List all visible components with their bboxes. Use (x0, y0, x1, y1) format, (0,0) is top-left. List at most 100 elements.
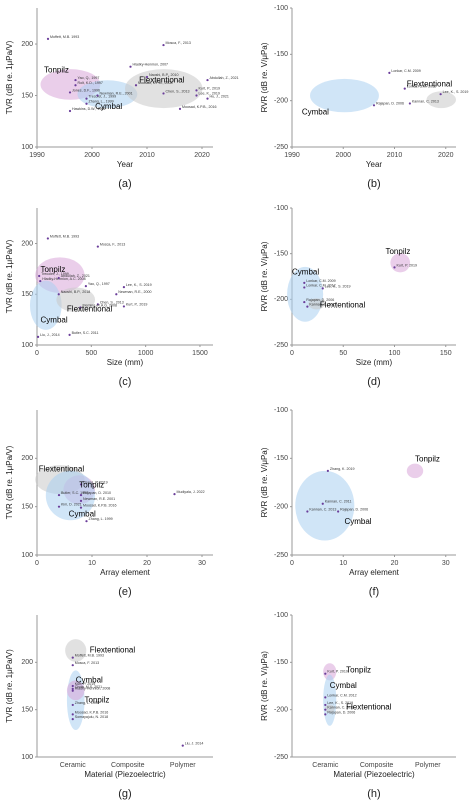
y-axis-label: RVR (dB re. V/μPa) (260, 241, 269, 311)
x-tick-label: 2010 (139, 152, 155, 159)
cluster-region (77, 80, 138, 109)
data-point (324, 713, 327, 716)
x-tick-label: 2000 (84, 152, 100, 159)
point-label: Chen, S., 2013 (100, 300, 124, 304)
data-point (403, 87, 406, 90)
y-axis-label: RVR (dB re. V/μPa) (260, 42, 269, 112)
point-label: Kannan, C. 2011 (309, 303, 336, 307)
y-axis-label: TVR (dB re. 1μPa/V) (5, 649, 14, 723)
panel-caption: (g) (118, 788, 131, 800)
data-point (162, 92, 165, 95)
x-tick-label: 150 (440, 350, 452, 357)
point-label: Mosca, F., 2013 (100, 243, 125, 247)
data-point (39, 279, 42, 283)
data-point (71, 713, 74, 716)
point-label: Jones, D.F., 1996 (72, 88, 100, 92)
data-point (324, 703, 327, 707)
point-label: Kannan, C. 2011 (327, 706, 354, 710)
point-label: Newman, R.E., 2000 (118, 290, 151, 294)
point-label: Fleming, R.A.G. 2008 (82, 303, 117, 307)
group-label: Cymbal (302, 107, 329, 116)
cluster-region (323, 663, 337, 681)
point-label: Naoshi, B.P., 2010 (149, 73, 179, 77)
cluster-region (29, 280, 62, 330)
point-label: Lee, K., S. 2019 (126, 283, 152, 287)
cluster-region (295, 470, 355, 541)
data-point (71, 718, 74, 721)
x-tick-label: 10 (88, 560, 96, 567)
group-label: Cymbal (95, 102, 122, 111)
data-point (96, 245, 99, 248)
data-point (79, 493, 83, 497)
data-point (388, 71, 391, 74)
y-axis-label: TVR (dB re. 1μPa/V) (5, 445, 14, 519)
point-label: Moosad, K.P.B. 2016 (83, 504, 117, 508)
point-label: Hladky-Hennion, 2007 (133, 63, 169, 67)
point-label: Trecolet, J., 1999 (89, 95, 117, 99)
point-label: Hawkins, D.W., 1996 (72, 107, 105, 111)
x-axis-label: Array element (349, 568, 400, 577)
point-label: Lonkar, C.M. 2009 (391, 69, 420, 73)
y-axis-label: RVR (dB re. V/μPa) (260, 651, 269, 721)
point-label: Chow, M.S. 2021 (75, 685, 102, 689)
point-label: Liu, J., 2014 (40, 333, 60, 337)
data-point (96, 303, 99, 306)
group-label: Flextentional (90, 646, 136, 655)
data-point (129, 65, 132, 68)
x-tick-label: Polymer (170, 762, 196, 769)
x-tick-label: 500 (85, 350, 97, 357)
data-point (178, 107, 182, 111)
x-tick-label: 0 (35, 350, 39, 357)
group-label: Flextentional (320, 300, 366, 309)
group-label: Cymbal (330, 681, 357, 690)
point-label: Rajapan, D. 2010 (83, 491, 111, 495)
point-label: Hladky-Hennion, A.C. 2008 (42, 277, 85, 281)
cluster-region (324, 704, 335, 713)
panel-caption: (d) (367, 376, 380, 388)
point-label: Zhang, L. 1999 (89, 517, 113, 521)
data-point (57, 505, 61, 508)
point-label: Rajapan, D. 2006 (376, 101, 404, 105)
cluster-region (323, 674, 337, 726)
cluster-region (310, 78, 379, 113)
data-point (195, 94, 198, 97)
point-label: Zhang, K. 2019 (83, 480, 108, 484)
x-tick-label: 30 (442, 560, 450, 567)
point-label: Abdullah, Z., 2021 (61, 274, 90, 278)
data-point (68, 91, 72, 94)
point-label: Kannan, C. 2013 (309, 507, 336, 511)
data-point (324, 708, 327, 711)
point-label: Abdullah, Z., 2021 (210, 76, 239, 80)
panel-caption: (e) (118, 586, 131, 598)
point-label: Hladky-Hennion, 2008 (75, 687, 111, 691)
data-point (36, 335, 40, 338)
x-tick-label: Composite (360, 762, 394, 769)
group-label: Cymbal (344, 517, 371, 526)
point-label: Moffett, M.B. 1993 (75, 654, 104, 658)
data-point (181, 744, 184, 747)
point-label: Kurt, P. 2019 (327, 670, 348, 674)
y-tick-label: -150 (274, 455, 288, 462)
data-point (71, 689, 74, 692)
panel-caption: (a) (118, 178, 131, 190)
group-label: Cymbal (292, 267, 319, 276)
point-label: Moosad, K.P.B. 2016 (75, 710, 109, 714)
x-tick-label: 50 (339, 350, 347, 357)
point-label: Lonkar, C.M. 2012 (407, 85, 436, 89)
cluster-region (406, 463, 424, 479)
x-tick-label: 2020 (438, 152, 454, 159)
x-tick-label: 20 (143, 560, 151, 567)
panel: 100 150 200 0 10 20 30 Array element TVR (dB re.… (5, 410, 213, 598)
y-tick-label: -250 (274, 144, 288, 151)
data-point (303, 300, 306, 304)
x-tick-label: 20 (391, 560, 399, 567)
y-axis-label: RVR (dB re. V/μPa) (260, 447, 269, 517)
group-label: Tonpilz (415, 454, 440, 463)
x-axis-label: Array element (100, 568, 151, 577)
data-point (173, 493, 176, 496)
y-tick-label: -250 (274, 754, 288, 761)
point-label: Zhang, L., 1999 (89, 100, 114, 104)
point-label: Chen, S., 2013 (166, 89, 190, 93)
point-label: Kurt, P. 2019 (397, 263, 418, 267)
